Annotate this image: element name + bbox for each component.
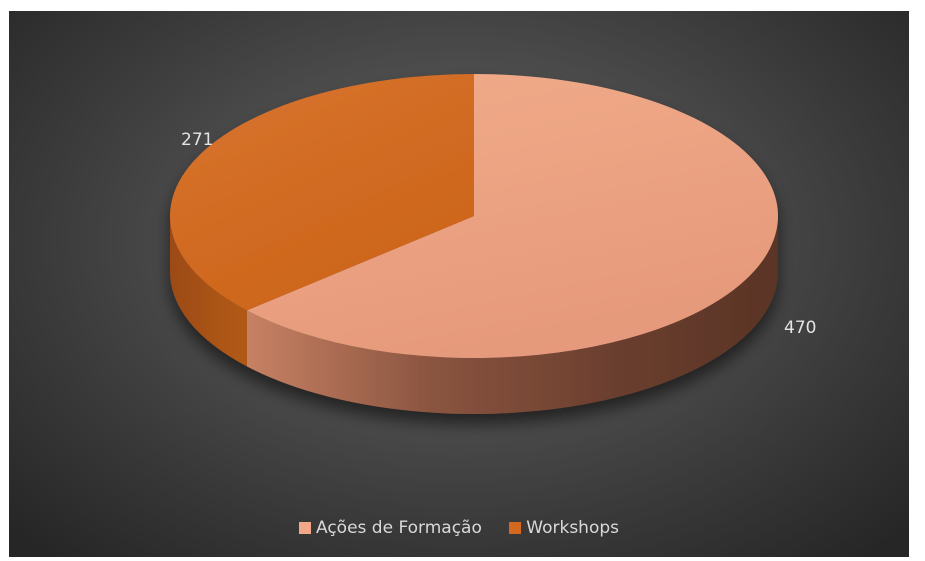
legend-swatch-acoes <box>299 522 311 534</box>
pie-slice-workshops <box>169 73 474 311</box>
legend-item-acoes: Ações de Formação <box>299 518 482 538</box>
pie-side-workshops <box>170 216 247 367</box>
data-label-workshops: 271 <box>181 130 213 150</box>
legend-label-acoes: Ações de Formação <box>316 518 482 538</box>
data-label-acoes: 470 <box>784 318 816 338</box>
pie-slice-acoes <box>246 74 778 358</box>
legend-label-workshops: Workshops <box>526 518 619 538</box>
chart-area: 470 271 Ações de Formação Workshops <box>9 11 909 557</box>
pie-side-acoes <box>246 216 778 415</box>
legend-swatch-workshops <box>509 522 522 534</box>
pie-chart: 470 271 <box>169 73 816 415</box>
chart-legend: Ações de Formação Workshops <box>9 518 909 538</box>
legend-item-workshops: Workshops <box>509 518 619 538</box>
